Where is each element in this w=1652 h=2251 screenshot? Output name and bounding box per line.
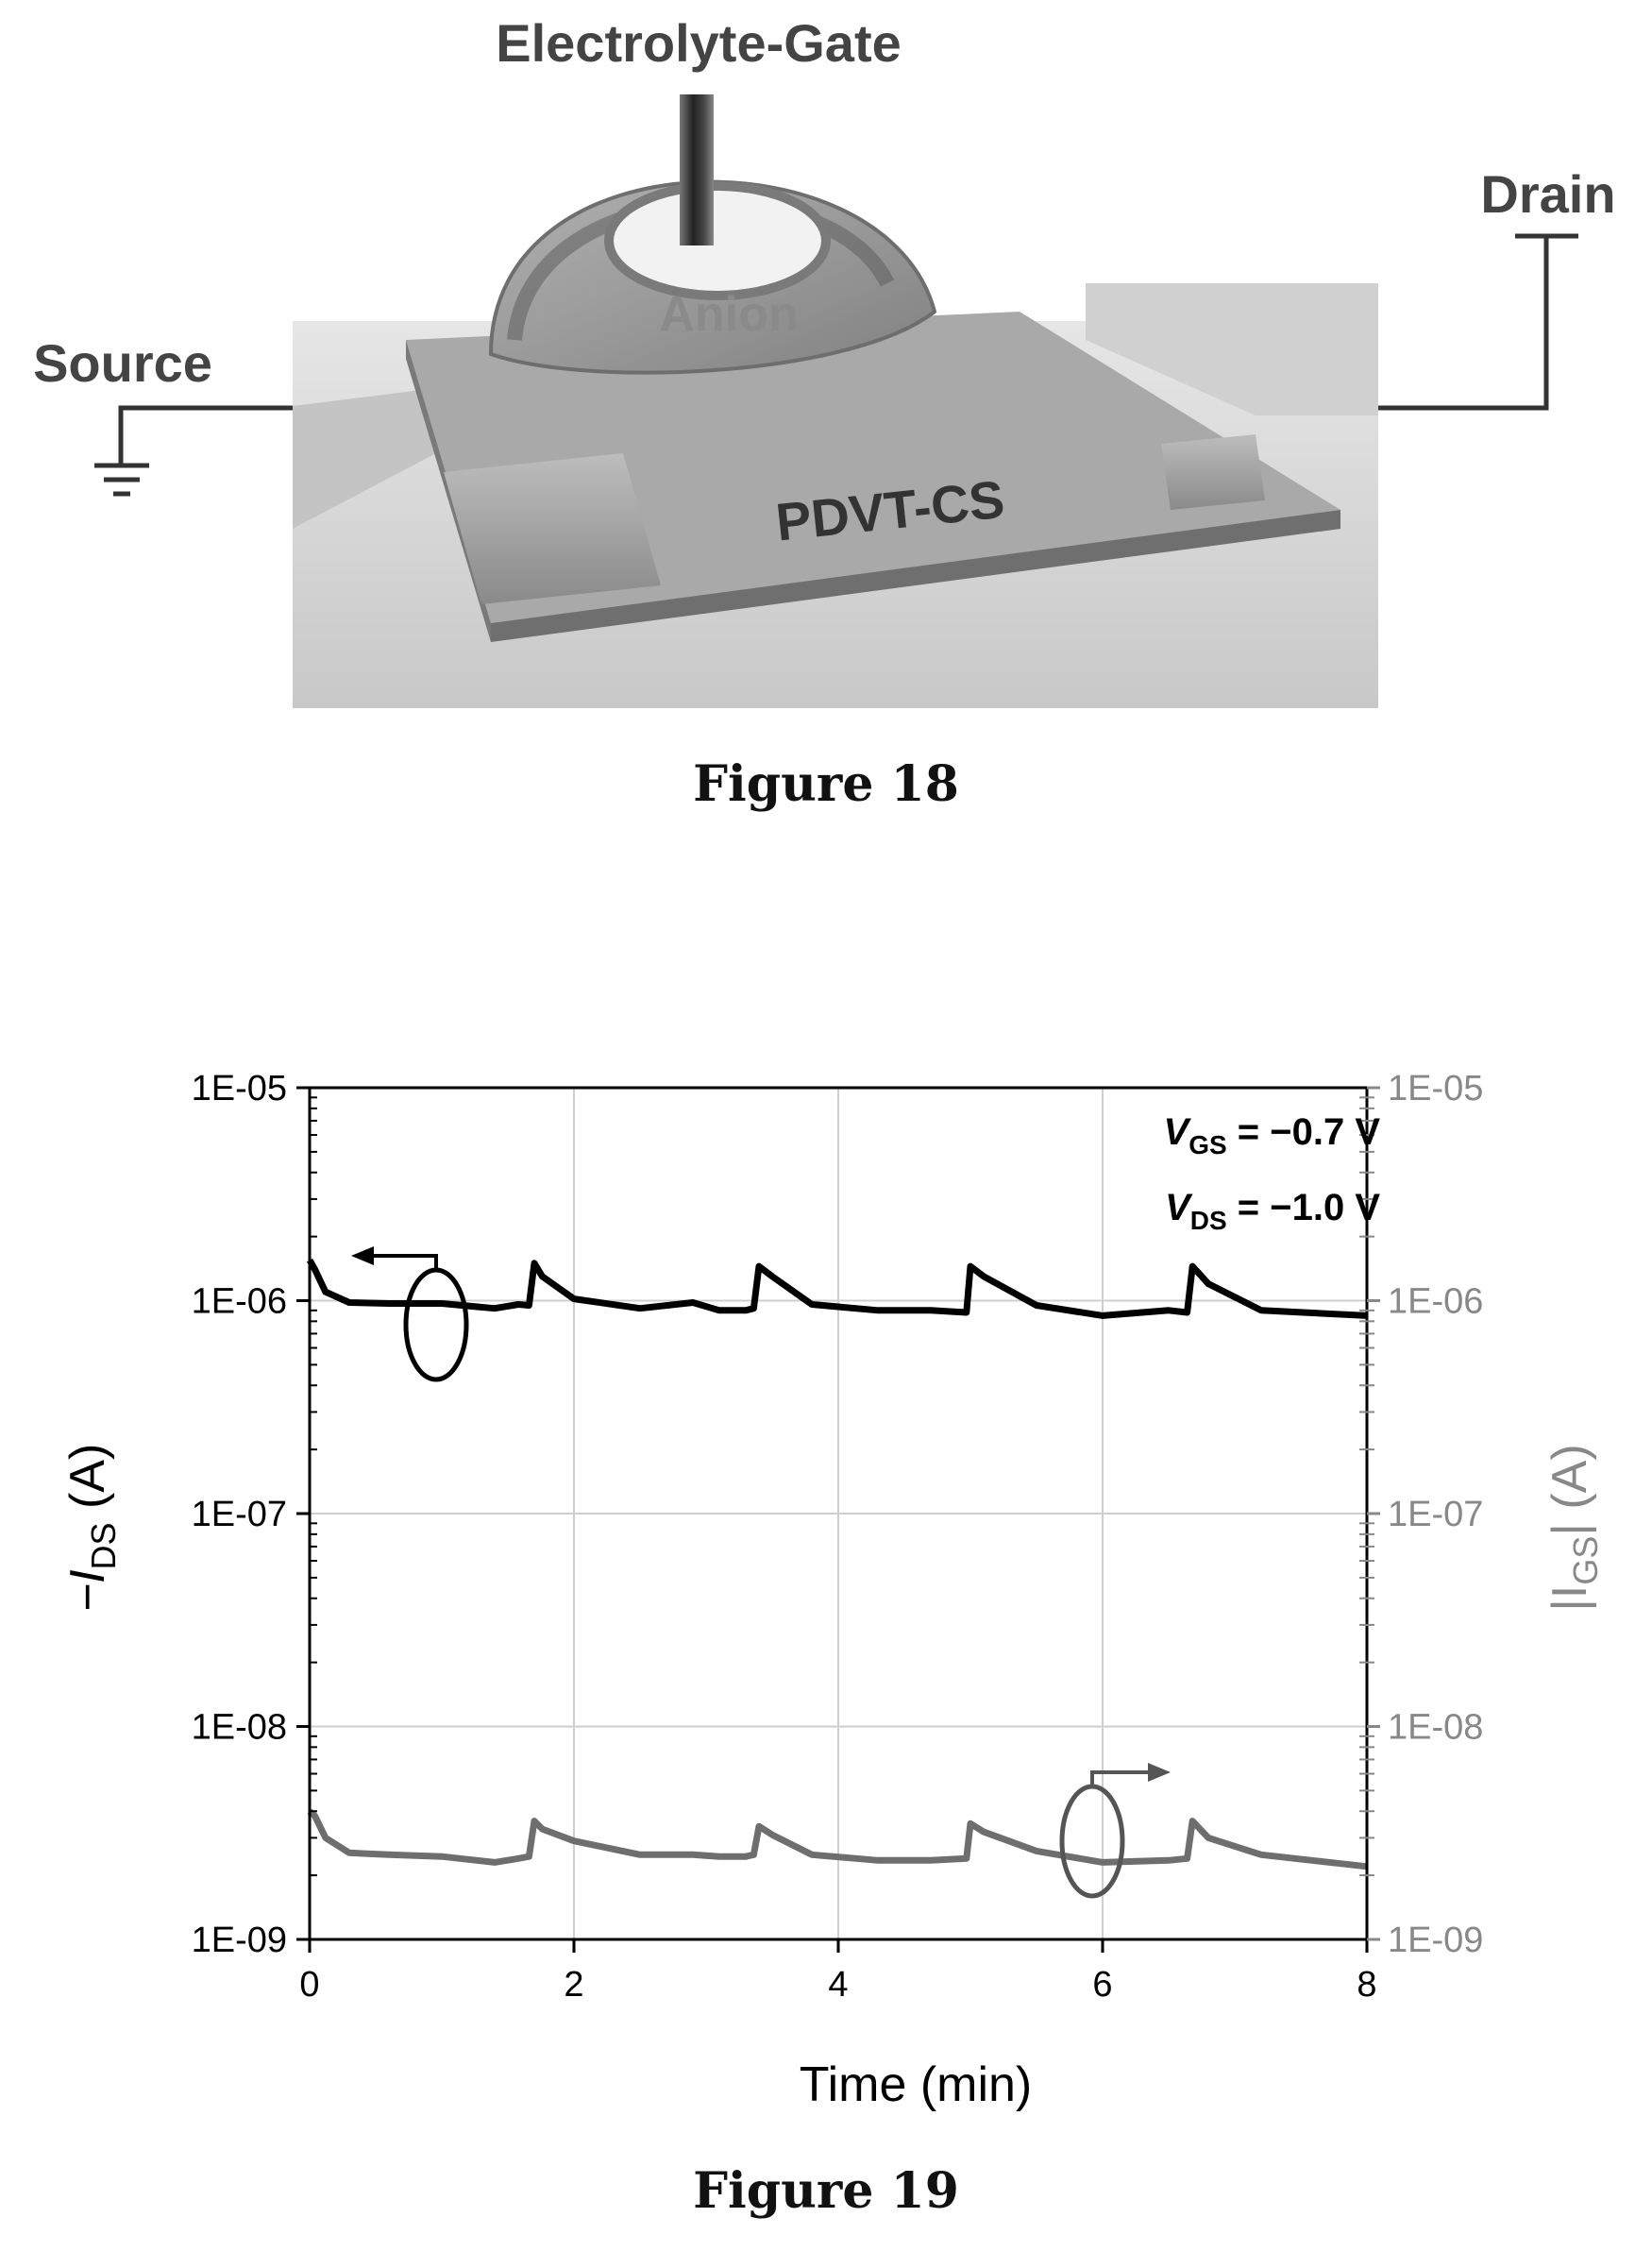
x-tick-label: 0	[299, 1965, 319, 2005]
channel-slab-edge	[491, 510, 1340, 642]
device-illustration: Electrolyte-Gate Drain Source Anion PDVT…	[33, 13, 1616, 708]
figure-19: 0 2 4 6 8 1E-09 1E-09 1E-08 1E-08 1E-07 1E-07 1E-06…	[0, 1058, 1652, 2153]
x-tick-label: 6	[1092, 1965, 1112, 2005]
y-tick-label-left: 1E-09	[192, 1921, 287, 1960]
x-axis-title: Time (min)	[800, 2057, 1033, 2112]
series-igs-line	[307, 1808, 1368, 1870]
y-tick-label-left: 1E-05	[192, 1069, 287, 1109]
source-label: Source	[33, 333, 212, 393]
y-axis-left-title: −IDS (A)	[60, 1444, 123, 1613]
source-pad	[444, 453, 661, 604]
y-tick-label-right: 1E-08	[1388, 1708, 1483, 1748]
x-tick-label: 4	[828, 1965, 848, 2005]
gate-electrode-rod	[680, 94, 714, 245]
y-axis-right-title: |IGS| (A)	[1542, 1444, 1605, 1611]
dome-highlight	[604, 181, 831, 300]
y-tick-label-right: 1E-06	[1388, 1282, 1483, 1322]
x-tick-label: 2	[564, 1965, 583, 2005]
y-tick-label-left: 1E-06	[192, 1282, 287, 1322]
right-series-marker	[1059, 1784, 1125, 1899]
series-layer	[306, 1258, 1368, 1870]
anion-label: Anion	[659, 287, 798, 342]
drain-wire	[1378, 236, 1549, 411]
vds-annotation: VDS = −1.0 V	[1165, 1187, 1380, 1235]
y-tick-label-right: 1E-09	[1388, 1921, 1483, 1960]
y-tick-label-right: 1E-07	[1388, 1495, 1483, 1534]
series-ids-line	[306, 1258, 1368, 1319]
figure-19-caption: Figure 19	[693, 2162, 959, 2220]
ticks: 0 2 4 6 8 1E-09 1E-09 1E-08 1E-08 1E-07 1E-07 1E-06…	[192, 1069, 1484, 2005]
current-time-chart: 0 2 4 6 8 1E-09 1E-09 1E-08 1E-08 1E-07 1E-07 1E-06…	[60, 1069, 1605, 2112]
figure-18: Electrolyte-Gate Drain Source Anion PDVT…	[0, 0, 1652, 727]
arrow-right-icon	[1148, 1763, 1171, 1782]
left-series-marker	[403, 1267, 469, 1382]
x-tick-label: 8	[1357, 1965, 1376, 2005]
drain-label: Drain	[1480, 164, 1615, 224]
drain-pad	[1161, 434, 1265, 510]
source-wire	[118, 405, 293, 465]
y-tick-label-right: 1E-05	[1388, 1069, 1483, 1109]
figure-18-caption: Figure 18	[693, 755, 959, 813]
gate-label: Electrolyte-Gate	[496, 13, 902, 73]
y-tick-label-left: 1E-07	[192, 1495, 287, 1534]
arrow-left-icon	[351, 1246, 374, 1265]
drain-electrode-strip	[1086, 283, 1378, 415]
vgs-annotation: VGS = −0.7 V	[1164, 1111, 1381, 1159]
y-tick-label-left: 1E-08	[192, 1708, 287, 1748]
